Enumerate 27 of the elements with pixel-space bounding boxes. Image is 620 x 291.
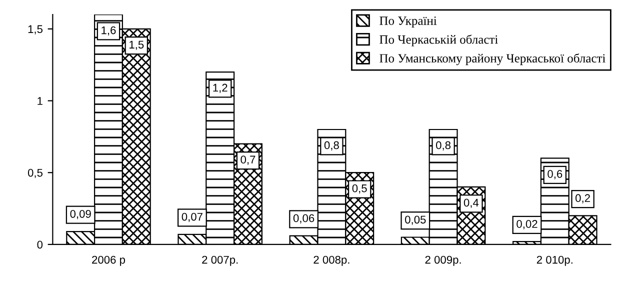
data-label: 1,6	[102, 26, 116, 36]
legend-label: По Україні	[380, 16, 437, 28]
legend-label: По Черкаській області	[380, 34, 498, 46]
data-label: 0,07	[182, 212, 202, 222]
data-label: 0,4	[464, 198, 479, 208]
data-label: 0,02	[516, 220, 538, 230]
y-tick-label: 1,5	[28, 25, 43, 34]
data-label: 0,2	[576, 194, 590, 204]
y-tick-label: 0	[37, 240, 43, 249]
data-label: 0,5	[352, 184, 367, 194]
y-tick-label: 1	[38, 97, 42, 105]
data-label: 1,2	[213, 84, 228, 93]
data-label: 0,8	[436, 141, 451, 150]
x-tick-label: 2 010р.	[536, 256, 572, 266]
data-label: 0,06	[293, 214, 314, 224]
data-label: 1,5	[130, 40, 144, 50]
legend-label: По Уманському району Черкаської області	[380, 53, 606, 66]
x-tick-label: 2 008р.	[314, 256, 350, 266]
data-label: 0,09	[70, 210, 91, 220]
data-label: 0,7	[240, 156, 256, 165]
data-label: 0,8	[324, 141, 339, 150]
x-tick-label: 2006 р	[92, 256, 126, 266]
y-tick-label: 0,5	[28, 168, 43, 178]
x-tick-label: 2 007р.	[202, 256, 238, 266]
data-label: 0,6	[548, 170, 562, 180]
x-tick-label: 2 009р.	[425, 256, 461, 266]
data-label: 0,05	[405, 216, 426, 225]
